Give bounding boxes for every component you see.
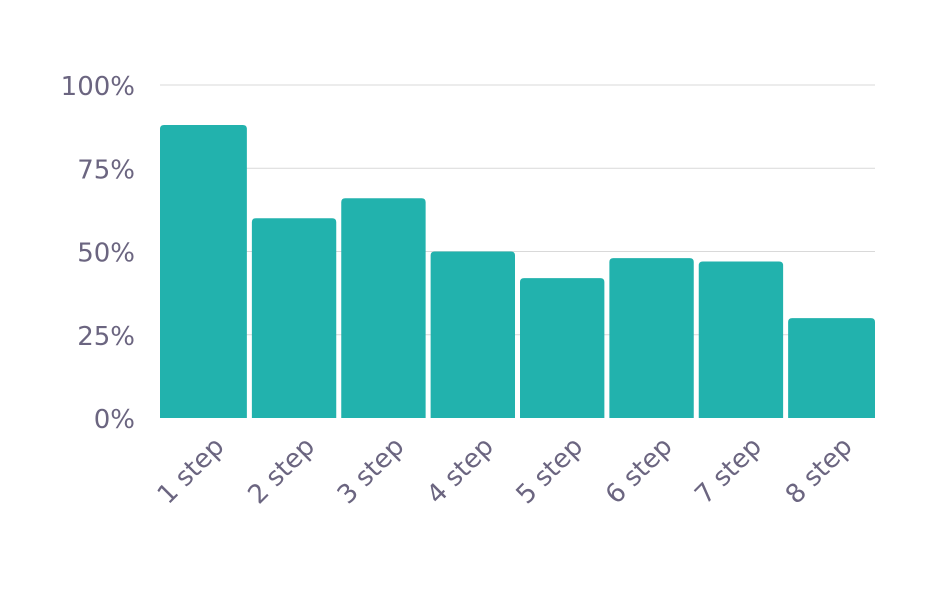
- y-tick-label: 75%: [77, 155, 135, 185]
- x-category-label: 8 step: [780, 432, 859, 511]
- y-axis-ticks: 0% 25% 50% 75% 100%: [61, 72, 135, 435]
- x-category-label: 6 step: [600, 432, 679, 511]
- x-category-label: 3 step: [332, 432, 411, 511]
- bar-4: [430, 251, 515, 418]
- bar-1: [160, 124, 247, 419]
- x-category-label: 1 step: [152, 432, 231, 511]
- bar-8: [788, 318, 875, 418]
- y-tick-label: 50%: [77, 239, 135, 269]
- x-category-label: 7 step: [689, 432, 768, 511]
- y-tick-label: 0%: [94, 405, 135, 435]
- bar-6: [609, 258, 694, 418]
- bar-7: [698, 261, 784, 418]
- bars: [160, 124, 875, 419]
- bar-2: [251, 218, 337, 418]
- y-tick-label: 100%: [61, 72, 135, 102]
- x-axis-labels: 1 step 2 step 3 step 4 step 5 step 6 step 7 st…: [152, 432, 859, 511]
- bar-3: [341, 198, 426, 418]
- bar-5: [520, 278, 605, 418]
- y-tick-label: 25%: [77, 322, 135, 352]
- x-category-label: 2 step: [242, 432, 321, 511]
- x-category-label: 4 step: [421, 432, 500, 511]
- x-category-label: 5 step: [511, 432, 590, 511]
